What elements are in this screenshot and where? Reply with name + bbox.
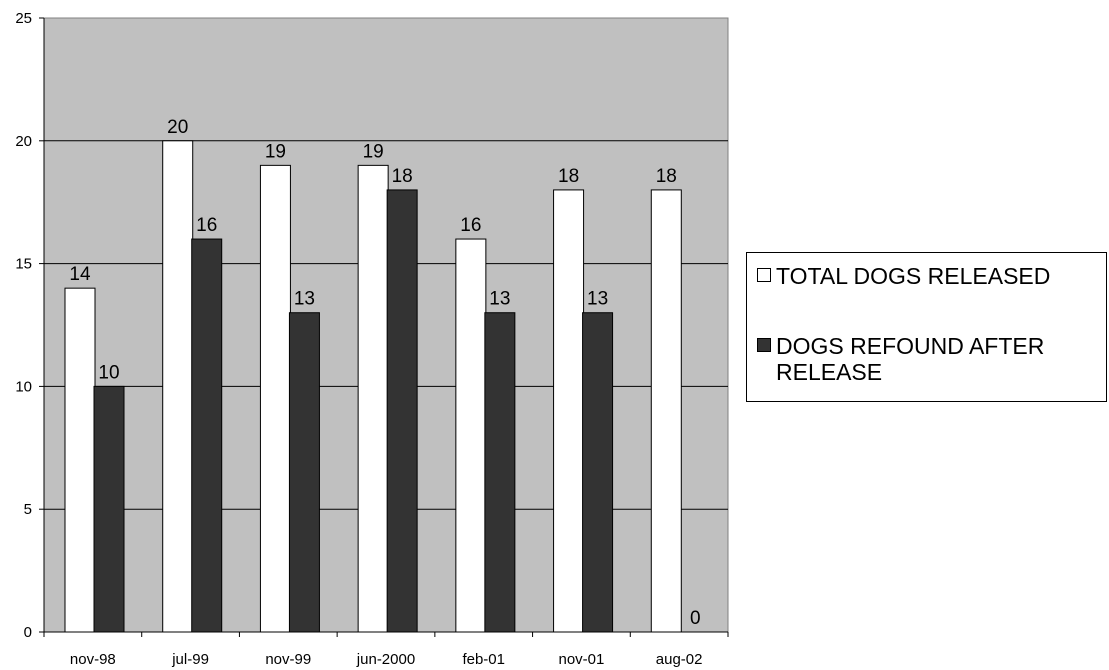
legend-label-total: TOTAL DOGS RELEASED bbox=[776, 263, 1051, 289]
x-tick-label: nov-01 bbox=[558, 651, 604, 668]
bar-total-released bbox=[357, 164, 389, 633]
data-label-total-released: 14 bbox=[69, 264, 91, 285]
legend-item-total: TOTAL DOGS RELEASED bbox=[757, 263, 1106, 289]
y-tick-label: 0 bbox=[24, 624, 32, 641]
bar-total-released bbox=[259, 164, 291, 633]
x-tick-label: feb-01 bbox=[462, 651, 505, 668]
x-tick-label: nov-99 bbox=[265, 651, 311, 668]
bar-refound-after-release bbox=[582, 312, 614, 633]
data-label-refound: 13 bbox=[489, 289, 510, 310]
bar-total-released bbox=[553, 189, 585, 633]
data-label-refound: 13 bbox=[294, 289, 315, 310]
y-tick-label: 15 bbox=[15, 256, 32, 273]
bar-refound-after-release bbox=[386, 189, 418, 633]
x-tick-label: jun-2000 bbox=[356, 651, 415, 668]
data-label-total-released: 20 bbox=[167, 117, 188, 138]
legend-swatch-total bbox=[757, 268, 771, 282]
data-label-refound: 13 bbox=[587, 289, 608, 310]
bar-refound-after-release bbox=[484, 312, 516, 633]
bar-total-released bbox=[650, 189, 682, 633]
data-label-refound: 0 bbox=[690, 608, 701, 629]
bar-total-released bbox=[64, 287, 96, 633]
legend-label-refound: DOGS REFOUND AFTER RELEASE bbox=[776, 333, 1045, 385]
y-tick-label: 10 bbox=[15, 378, 32, 395]
bar-total-released bbox=[162, 140, 194, 633]
x-axis: nov-98 jul-99 nov-99 jun-2000 feb-01 nov-01 au… bbox=[43, 631, 729, 668]
bar-refound-after-release bbox=[93, 385, 125, 633]
data-labels: 14 20 19 19 16 18 18 10 16 13 18 13 13 0 bbox=[69, 117, 700, 629]
x-tick-label: jul-99 bbox=[171, 651, 209, 668]
y-axis: 0 5 10 15 20 25 bbox=[15, 10, 45, 641]
y-tick-label: 25 bbox=[15, 10, 32, 27]
bar-total-released bbox=[455, 238, 487, 633]
data-label-refound: 18 bbox=[392, 166, 413, 187]
y-tick-label: 20 bbox=[15, 133, 32, 150]
legend: TOTAL DOGS RELEASED DOGS REFOUND AFTER R… bbox=[746, 252, 1107, 402]
data-label-total-released: 18 bbox=[656, 166, 677, 187]
x-tick-label: nov-98 bbox=[70, 651, 116, 668]
data-label-total-released: 16 bbox=[460, 215, 481, 236]
data-label-refound: 10 bbox=[98, 362, 119, 383]
bars bbox=[64, 140, 682, 633]
bar-refound-after-release bbox=[191, 238, 223, 633]
data-label-refound: 16 bbox=[196, 215, 217, 236]
data-label-total-released: 19 bbox=[265, 141, 286, 162]
bar-refound-after-release bbox=[288, 312, 320, 633]
legend-swatch-refound bbox=[757, 338, 771, 352]
data-label-total-released: 18 bbox=[558, 166, 579, 187]
x-tick-label: aug-02 bbox=[656, 651, 703, 668]
legend-item-refound: DOGS REFOUND AFTER RELEASE bbox=[757, 333, 1106, 385]
data-label-total-released: 19 bbox=[363, 141, 384, 162]
y-tick-label: 5 bbox=[24, 501, 32, 518]
